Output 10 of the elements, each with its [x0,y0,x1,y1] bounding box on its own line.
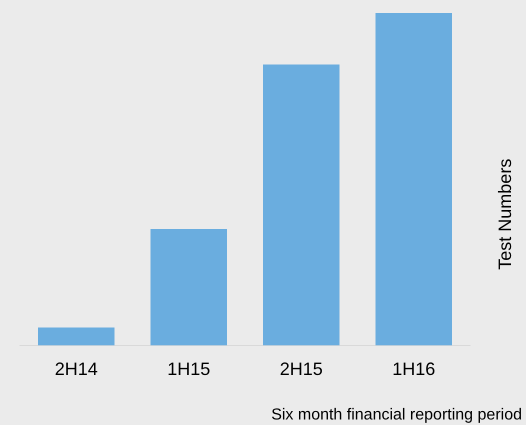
x-tick-label: 2H14 [54,359,98,380]
bar [150,229,227,346]
x-axis-title: Six month financial reporting period [271,406,522,424]
bar [263,64,340,346]
x-tick-label: 2H15 [280,359,323,380]
x-tick-label: 1H15 [167,359,210,380]
y-axis-title: Test Numbers [494,158,515,270]
bar [38,327,114,346]
x-tick-label: 1H16 [392,359,436,380]
bar [376,13,452,346]
